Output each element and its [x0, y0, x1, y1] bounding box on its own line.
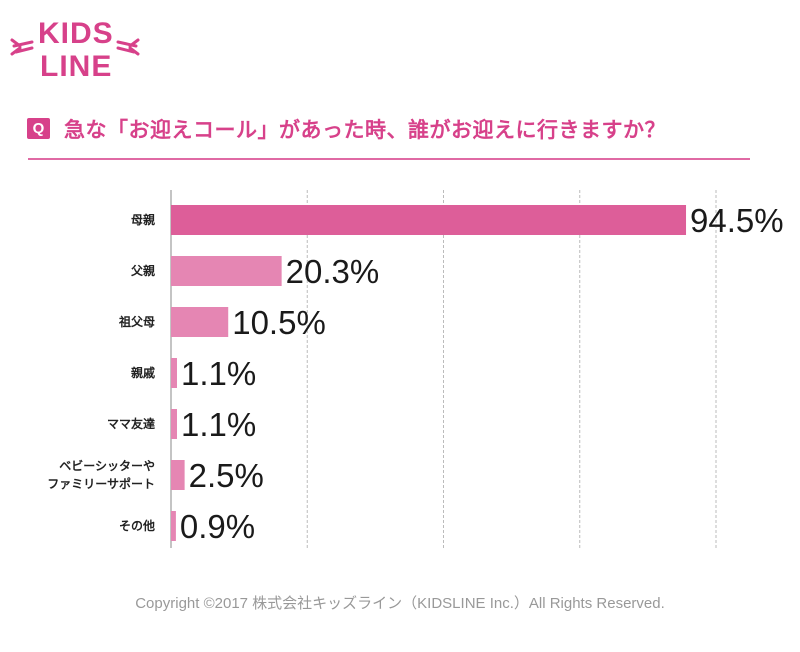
category-label: 親戚 [131, 365, 155, 380]
category-label: ファミリーサポート [47, 476, 155, 491]
bar [171, 460, 185, 490]
header-divider [28, 158, 750, 160]
bar-chart: 母親 94.5% 父親 20.3% 祖父母 10.5% 親戚 1.1% ママ友達 1.1% ベビーシ… [47, 190, 784, 548]
question-title: 急な「お迎えコール」があった時、誰がお迎えに行きますか？ [64, 118, 666, 142]
bar [171, 205, 687, 235]
kidsline-logo: KIDS LINE [10, 6, 140, 83]
category-label: 祖父母 [118, 314, 155, 329]
category-label: 父親 [130, 263, 155, 278]
bar [171, 256, 282, 286]
bar [171, 307, 229, 337]
category-label: その他 [119, 518, 155, 533]
category-label: 母親 [131, 212, 155, 227]
value-label: 1.1% [181, 355, 256, 392]
bar [171, 358, 177, 388]
bar [171, 409, 177, 439]
logo-text-line: LINE [40, 50, 112, 82]
category-label: ベビーシッターや [59, 458, 155, 473]
value-label: 94.5% [690, 202, 784, 239]
copyright-text: Copyright ©2017 株式会社キッズライン（KIDSLINE Inc.… [135, 595, 665, 612]
category-label: ママ友達 [107, 416, 155, 431]
logo-text-kids: KIDS [38, 17, 114, 50]
value-label: 10.5% [232, 304, 326, 341]
value-label: 20.3% [286, 253, 380, 290]
question-badge: Q [27, 118, 50, 139]
value-label: 2.5% [189, 457, 264, 494]
bar [171, 511, 176, 541]
value-label: 0.9% [180, 508, 255, 545]
value-label: 1.1% [181, 406, 256, 443]
